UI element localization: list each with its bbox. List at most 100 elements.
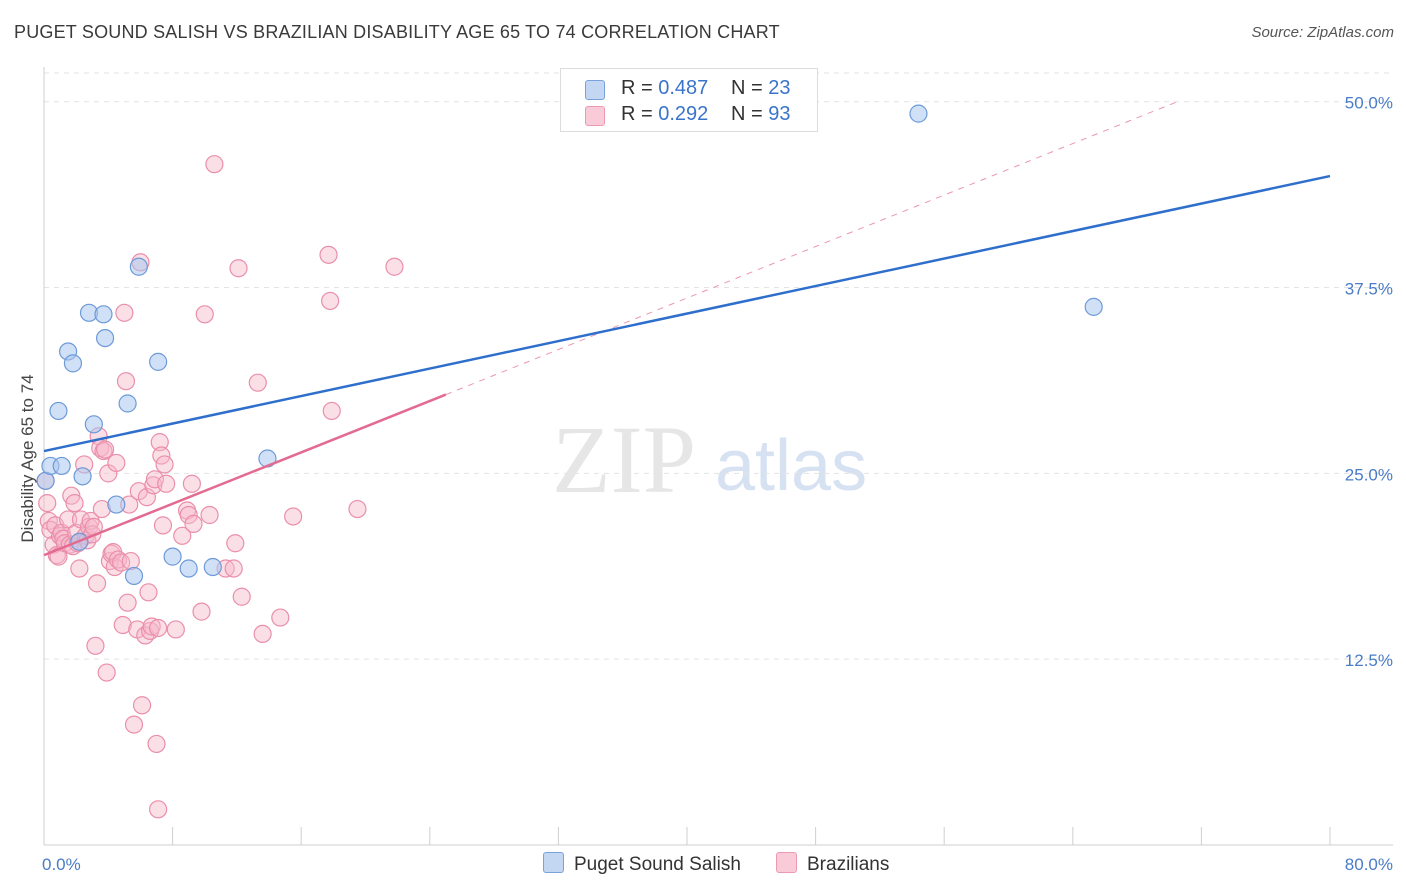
puget-sound-salish-points (36, 104, 1103, 586)
puget-sound-salish-point (909, 104, 928, 123)
brazilians-point (115, 303, 134, 322)
brazilians-point (232, 587, 251, 606)
y-tick-label: 50.0% (1345, 94, 1393, 113)
brazilians-point (157, 474, 176, 493)
puget-sound-salish-point (63, 354, 83, 373)
puget-sound-salish-point (179, 559, 198, 578)
brazilians-point (87, 574, 107, 593)
brazilians-point (113, 615, 132, 635)
puget-sound-salish-point (94, 305, 113, 324)
brazilians-point (321, 291, 340, 311)
y-tick-labels: 12.5% 25.0% 37.5% 50.0% (1345, 94, 1393, 670)
brazilians-trend-line (43, 393, 447, 557)
bottom-legend-swatch-pink (776, 852, 797, 873)
puget-sound-salish-point (95, 328, 115, 348)
brazilians-points (36, 155, 404, 819)
x-tick-label-max: 80.0% (1345, 855, 1393, 874)
correlation-legend: R = 0.487 N = 23 R = 0.292 N = 93 (560, 68, 818, 132)
brazilians-point (147, 734, 166, 754)
brazilians-point (195, 305, 214, 324)
brazilians-point (179, 505, 198, 525)
brazilians-point (348, 499, 367, 519)
puget-sound-salish-point (73, 467, 92, 486)
brazilians-point (95, 440, 115, 459)
y-tick-label: 37.5% (1345, 280, 1393, 299)
brazilians-point (271, 608, 290, 627)
puget-sound-salish-point (163, 547, 182, 566)
puget-sound-salish-point (1084, 297, 1103, 316)
legend-swatch-blue (585, 80, 605, 100)
brazilians-point (319, 245, 338, 264)
brazilians-point (145, 470, 165, 489)
legend-swatch-pink (585, 106, 605, 126)
brazilians-point (248, 373, 267, 392)
bottom-legend-brazilians: Brazilians (776, 852, 889, 876)
brazilians-point (142, 617, 161, 636)
brazilians-point (166, 620, 185, 639)
brazilians-point (224, 559, 243, 578)
brazilians-point (97, 663, 116, 682)
puget-sound-salish-point (52, 456, 71, 476)
brazilians-point (70, 559, 89, 578)
brazilians-point (149, 800, 168, 819)
trend-lines (43, 101, 1331, 557)
watermark-atlas: atlas (715, 426, 867, 506)
brazilians-point (118, 593, 137, 612)
brazilians-point (182, 474, 201, 493)
legend-r-brazilians: R = 0.292 (621, 103, 709, 125)
brazilians-point (253, 624, 272, 644)
grid-lines (44, 72, 1393, 660)
brazilians-point (59, 510, 78, 529)
puget-sound-salish-point (129, 257, 148, 276)
x-tick-label-min: 0.0% (42, 855, 81, 874)
watermark: ZIP atlas (552, 406, 867, 513)
legend-n-brazilians: N = 93 (731, 103, 791, 125)
bottom-legend-label-brazilians: Brazilians (807, 854, 890, 875)
y-axis-label: Disability Age 65 to 74 (18, 374, 37, 542)
brazilians-point (107, 453, 126, 473)
axes (43, 67, 1393, 846)
brazilians-point (139, 583, 158, 602)
brazilians-point (385, 257, 404, 276)
legend-n-puget: N = 23 (731, 77, 791, 99)
puget-sound-salish-point (49, 401, 68, 421)
brazilians-trend-extension (445, 101, 1178, 396)
y-tick-label: 12.5% (1345, 651, 1393, 670)
watermark-zip: ZIP (552, 406, 696, 513)
bottom-legend-label-puget: Puget Sound Salish (574, 854, 741, 875)
source-label: Source: ZipAtlas.com (1251, 24, 1394, 41)
brazilians-point (155, 455, 174, 474)
brazilians-point (205, 155, 224, 174)
puget-sound-salish-point (124, 566, 144, 586)
brazilians-point (284, 507, 303, 526)
brazilians-point (38, 493, 57, 513)
puget-sound-salish-point (84, 415, 103, 434)
puget-sound-salish-point (149, 352, 168, 371)
brazilians-point (153, 516, 173, 535)
chart-title: PUGET SOUND SALISH VS BRAZILIAN DISABILI… (14, 22, 780, 42)
puget-sound-salish-trend-line (43, 174, 1331, 453)
brazilians-point (112, 553, 131, 572)
brazilians-point (121, 551, 140, 571)
brazilians-point (116, 372, 136, 391)
brazilians-point (229, 259, 248, 278)
brazilians-point (200, 505, 219, 525)
brazilians-point (149, 618, 168, 638)
x-tick-labels: 0.0% 80.0% (42, 855, 1393, 874)
brazilians-point (192, 602, 211, 621)
puget-sound-salish-point (107, 495, 126, 514)
legend-r-puget: R = 0.487 (621, 77, 709, 99)
bottom-legend-swatch-blue (543, 852, 564, 873)
puget-sound-salish-point (118, 394, 137, 413)
bottom-legend-puget: Puget Sound Salish (543, 852, 741, 876)
brazilians-point (150, 433, 169, 452)
puget-sound-salish-point (203, 557, 222, 577)
brazilians-point (86, 636, 105, 655)
brazilians-point (226, 534, 245, 553)
brazilians-point (173, 526, 192, 545)
brazilians-point (65, 493, 84, 513)
brazilians-point (132, 696, 152, 715)
brazilians-point (124, 715, 144, 734)
brazilians-point (184, 514, 203, 534)
